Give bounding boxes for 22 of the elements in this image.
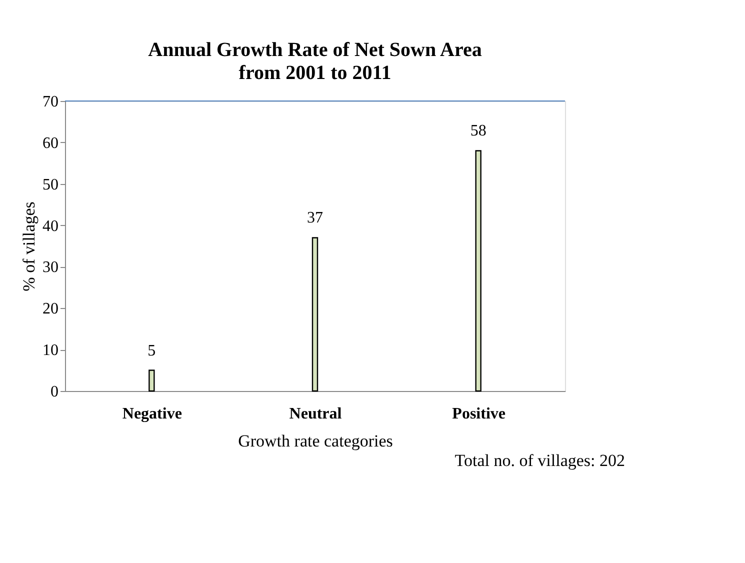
x-axis-title: Growth rate categories: [238, 432, 393, 450]
y-tick-label: 0: [50, 384, 58, 400]
bar: [148, 370, 155, 392]
chart-title: Annual Growth Rate of Net Sown Area: [148, 39, 482, 61]
data-label: 58: [470, 122, 486, 140]
chart-subtitle: from 2001 to 2011: [238, 62, 392, 84]
bar: [475, 150, 482, 392]
text: Total no. of villages: 202: [454, 451, 625, 470]
y-tick-label: 60: [42, 134, 58, 152]
y-tick-label: 10: [42, 342, 58, 360]
data-label: 5: [148, 342, 156, 360]
y-tick-label: 40: [42, 218, 58, 235]
y-tick-label: 20: [42, 300, 58, 318]
y-tick-label: 70: [42, 94, 58, 110]
y-axis-title: % of villages: [20, 202, 38, 292]
y-tick-label: 50: [42, 176, 58, 194]
x-tick-label: Negative: [122, 406, 182, 422]
bar: [312, 237, 318, 392]
x-tick-label: Positive: [452, 406, 506, 422]
data-label: 37: [307, 210, 323, 227]
x-tick-label: Neutral: [289, 406, 342, 422]
y-tick-label: 30: [42, 259, 58, 276]
